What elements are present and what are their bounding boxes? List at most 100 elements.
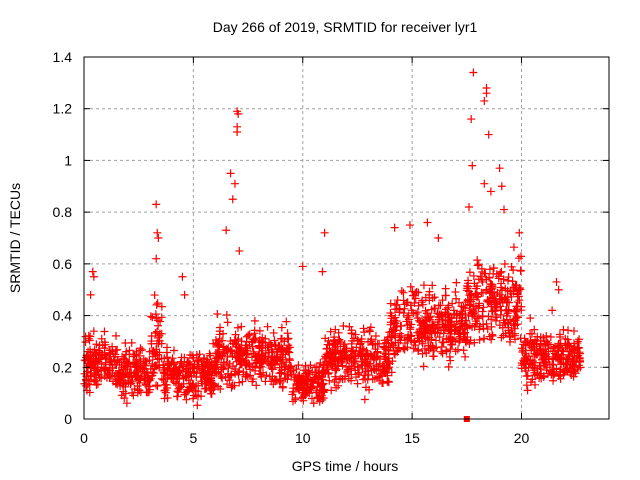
data-point xyxy=(417,298,426,307)
data-point xyxy=(563,360,572,369)
data-point xyxy=(177,357,186,366)
data-point xyxy=(452,278,461,287)
data-point xyxy=(422,316,431,325)
data-point xyxy=(455,332,464,341)
data-point xyxy=(235,378,244,387)
data-point xyxy=(459,346,468,355)
data-point xyxy=(536,364,545,373)
data-point xyxy=(477,288,486,297)
data-point xyxy=(564,354,573,363)
data-point xyxy=(390,223,399,232)
data-point xyxy=(556,365,565,374)
data-point xyxy=(319,387,328,396)
data-point xyxy=(318,267,327,276)
data-point xyxy=(332,383,341,392)
data-point xyxy=(122,399,131,408)
data-point xyxy=(320,228,329,237)
data-point xyxy=(569,362,578,371)
data-point xyxy=(235,366,244,375)
data-point xyxy=(348,336,357,345)
data-point xyxy=(330,337,339,346)
data-point xyxy=(563,344,572,353)
data-point xyxy=(369,365,378,374)
data-point xyxy=(287,362,296,371)
data-point xyxy=(351,366,360,375)
data-point xyxy=(399,309,408,318)
data-point xyxy=(342,344,351,353)
data-point xyxy=(510,284,519,293)
data-point xyxy=(437,347,446,356)
data-point xyxy=(546,332,555,341)
data-point xyxy=(95,341,104,350)
data-point xyxy=(472,284,481,293)
data-point xyxy=(136,359,145,368)
data-point xyxy=(423,218,432,227)
data-point xyxy=(461,352,470,361)
data-point xyxy=(111,331,120,340)
data-point xyxy=(405,221,414,230)
data-point xyxy=(202,375,211,384)
data-point xyxy=(575,343,584,352)
data-point xyxy=(184,357,193,366)
data-point xyxy=(461,316,470,325)
data-point xyxy=(339,322,348,331)
data-point xyxy=(268,365,277,374)
data-point xyxy=(522,372,531,381)
data-point xyxy=(240,358,249,367)
data-point xyxy=(573,352,582,361)
data-point xyxy=(189,353,198,362)
data-point xyxy=(497,182,506,191)
data-point xyxy=(559,347,568,356)
data-point xyxy=(419,281,428,290)
data-point xyxy=(496,310,505,319)
data-point xyxy=(467,115,476,124)
data-point xyxy=(494,272,503,281)
data-point xyxy=(172,364,181,373)
data-point xyxy=(423,335,432,344)
data-point xyxy=(153,333,162,342)
data-point xyxy=(157,374,166,383)
data-point xyxy=(273,356,282,365)
data-point xyxy=(117,361,126,370)
data-point xyxy=(324,351,333,360)
data-point xyxy=(451,288,460,297)
data-point xyxy=(159,376,168,385)
data-point xyxy=(505,332,514,341)
data-point xyxy=(262,371,271,380)
data-point xyxy=(294,374,303,383)
data-point xyxy=(345,322,354,331)
data-point xyxy=(509,243,518,252)
data-point xyxy=(491,312,500,321)
data-point xyxy=(222,226,231,235)
data-point xyxy=(387,311,396,320)
data-point xyxy=(531,358,540,367)
data-point xyxy=(278,383,287,392)
data-point xyxy=(436,301,445,310)
data-point xyxy=(242,332,251,341)
data-point xyxy=(334,336,343,345)
data-point xyxy=(256,370,265,379)
data-point xyxy=(243,346,252,355)
data-point xyxy=(134,371,143,380)
data-point xyxy=(197,357,206,366)
data-point xyxy=(233,336,242,345)
data-point xyxy=(170,346,179,355)
data-point xyxy=(406,323,415,332)
data-point xyxy=(479,303,488,312)
data-point xyxy=(391,305,400,314)
data-point xyxy=(476,272,485,281)
data-point xyxy=(500,260,509,269)
data-point xyxy=(277,343,286,352)
data-point xyxy=(442,346,451,355)
data-point xyxy=(233,323,242,332)
data-point xyxy=(324,370,333,379)
data-point xyxy=(197,392,206,401)
data-point xyxy=(234,109,243,118)
data-point xyxy=(249,375,258,384)
data-point xyxy=(469,306,478,315)
data-point xyxy=(325,341,334,350)
data-point xyxy=(430,293,439,302)
data-point xyxy=(406,282,415,291)
y-tick-labels: 0 0.2 0.4 0.6 0.8 1 1.2 1.4 xyxy=(53,49,73,427)
data-point xyxy=(121,350,130,359)
